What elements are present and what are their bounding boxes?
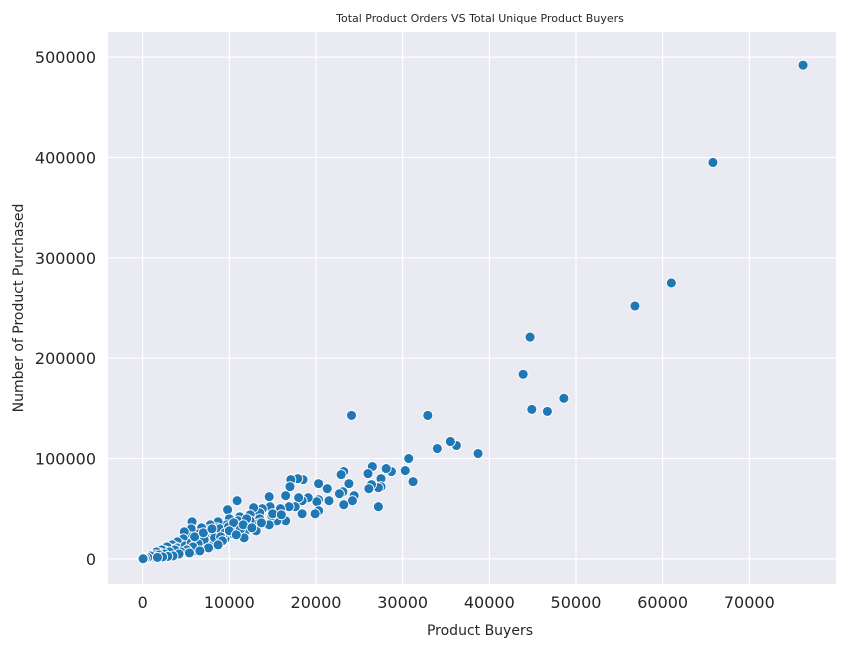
scatter-point xyxy=(399,465,411,477)
scatter-point xyxy=(797,59,809,71)
x-tick-label: 40000 xyxy=(464,593,515,612)
x-tick-labels: 0 10000 20000 30000 40000 50000 60000 70000 xyxy=(138,593,775,612)
x-axis-label: Product Buyers xyxy=(427,623,533,639)
scatter-point xyxy=(206,523,218,535)
scatter-point xyxy=(343,478,355,490)
y-tick-labels: 0 100000 200000 300000 400000 500000 xyxy=(35,48,96,569)
scatter-point xyxy=(422,409,434,421)
scatter-point xyxy=(293,492,305,504)
scatter-point xyxy=(222,504,234,516)
scatter-point xyxy=(338,499,350,511)
scatter-point xyxy=(629,300,641,312)
scatter-point xyxy=(212,539,224,551)
scatter-point xyxy=(380,463,392,475)
scatter-point xyxy=(323,495,335,507)
x-tick-label: 0 xyxy=(138,593,148,612)
y-tick-label: 400000 xyxy=(35,148,96,167)
scatter-point xyxy=(313,478,325,490)
scatter-point xyxy=(526,403,538,415)
data-points xyxy=(137,59,809,565)
scatter-point xyxy=(346,409,357,421)
scatter-point xyxy=(184,547,195,559)
x-tick-label: 50000 xyxy=(551,593,602,612)
y-tick-label: 200000 xyxy=(35,349,96,368)
x-tick-label: 20000 xyxy=(291,593,342,612)
scatter-point xyxy=(230,529,242,541)
scatter-point xyxy=(321,483,333,495)
y-tick-label: 500000 xyxy=(35,48,96,67)
scatter-point xyxy=(231,495,243,507)
scatter-point xyxy=(309,508,321,520)
chart-title: Total Product Orders VS Total Unique Pro… xyxy=(335,12,624,25)
scatter-point xyxy=(151,551,163,563)
scatter-point xyxy=(275,509,287,521)
scatter-point xyxy=(246,522,258,534)
scatter-point xyxy=(362,468,374,480)
scatter-point xyxy=(263,491,275,503)
scatter-point xyxy=(333,488,345,500)
scatter-point xyxy=(255,517,267,529)
y-tick-label: 0 xyxy=(86,550,96,569)
x-tick-label: 60000 xyxy=(637,593,688,612)
scatter-point xyxy=(444,436,456,447)
scatter-point xyxy=(665,277,677,289)
plot-area xyxy=(108,32,836,584)
scatter-point xyxy=(524,331,536,343)
scatter-point xyxy=(517,368,529,380)
scatter-point xyxy=(363,483,375,495)
scatter-point xyxy=(137,553,149,565)
y-axis-label: Number of Product Purchased xyxy=(11,204,27,413)
x-tick-label: 10000 xyxy=(204,593,255,612)
scatter-point xyxy=(472,448,484,459)
scatter-point xyxy=(541,405,553,417)
scatter-point xyxy=(280,490,292,502)
scatter-point xyxy=(431,443,443,454)
scatter-point xyxy=(194,545,206,557)
y-tick-label: 100000 xyxy=(35,450,96,469)
scatter-point xyxy=(296,508,308,520)
scatter-point xyxy=(707,157,719,168)
x-tick-label: 70000 xyxy=(724,593,775,612)
scatter-point xyxy=(284,481,296,493)
scatter-point xyxy=(407,476,419,488)
scatter-point xyxy=(335,469,347,481)
x-tick-label: 30000 xyxy=(377,593,428,612)
scatter-point xyxy=(403,453,415,464)
scatter-point xyxy=(558,392,570,404)
scatter-point xyxy=(372,501,384,513)
y-tick-label: 300000 xyxy=(35,249,96,268)
